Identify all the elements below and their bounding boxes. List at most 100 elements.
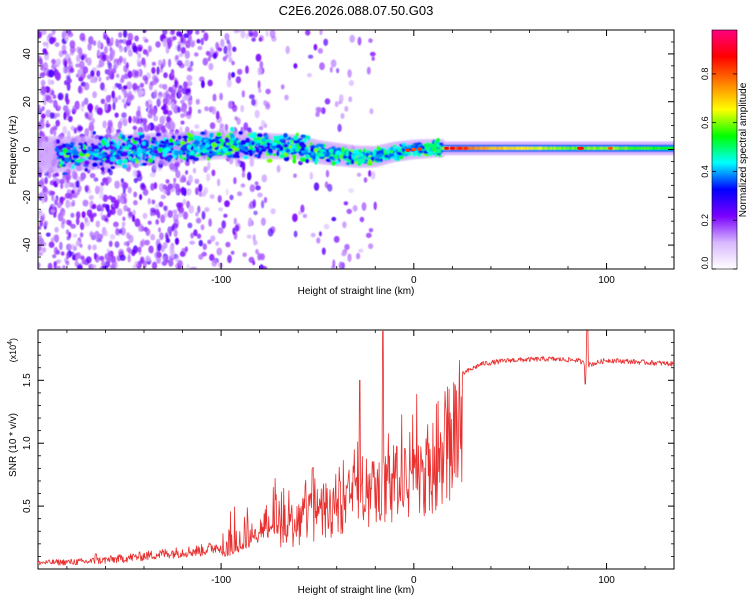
heatmap-cell [336,147,342,151]
heatmap-cell [216,132,222,137]
heatmap-cell [79,60,85,70]
heatmap-cell [186,153,190,159]
heatmap-cell [117,120,123,130]
heatmap-cell [162,30,168,36]
heatmap-cell [111,90,115,99]
heatmap-cell [98,185,104,193]
heatmap-cell [559,146,562,150]
heatmap-cell [280,84,285,90]
heatmap-cell [361,202,367,211]
heatmap-cell [277,135,284,140]
heatmap-cell [356,252,361,260]
heatmap-cell [62,172,68,176]
heatmap-cell [65,199,71,209]
heatmap-cell [248,152,253,157]
heatmap-cell [139,82,145,88]
heatmap-cell [233,217,237,225]
heatmap-cell [142,30,147,33]
heatmap-cell [310,152,315,156]
heatmap-cell [84,184,90,192]
heatmap-cell [107,62,113,70]
heatmap-cell [633,146,636,150]
heatmap-cell [470,146,472,150]
heatmap-cell [648,146,651,150]
heatmap-cell [101,203,108,208]
heatmap-cell [184,59,190,67]
y-tick-label: 20 [22,96,33,108]
heatmap-cell [165,234,169,243]
heatmap-cell [129,153,134,158]
svg-text:(x104): (x104) [7,338,18,362]
heatmap-cell [132,169,138,178]
heatmap-cell [256,140,262,143]
heatmap-cell [75,73,80,78]
heatmap-cell [229,145,236,149]
heatmap-cell [602,146,605,150]
heatmap-cell [292,213,298,222]
heatmap-cell [95,220,101,228]
spectrogram-axes: -100 0 100 -40 -20 0 20 40 [22,29,674,286]
heatmap-cell [298,141,305,147]
heatmap-cell [137,226,142,232]
heatmap-cell [134,35,139,42]
heatmap-cell [222,56,227,62]
heatmap-cell [300,145,306,149]
heatmap-cell [140,256,145,264]
heatmap-cell [516,146,519,150]
heatmap-cell [177,40,182,50]
heatmap-cell [139,90,146,95]
heatmap-cell [179,99,185,104]
heatmap-cell [435,138,441,143]
y-tick-label: 40 [22,48,33,60]
heatmap-cell [178,92,182,98]
heatmap-cell [425,147,430,151]
heatmap-cell [47,78,52,86]
heatmap-cell [357,36,362,46]
heatmap-cell [202,57,209,66]
heatmap-cell [474,146,477,150]
heatmap-cell [110,165,116,170]
heatmap-cell [159,140,166,144]
heatmap-cell [104,159,111,164]
heatmap-cell [98,204,102,210]
heatmap-cell [230,137,237,141]
heatmap-cell [252,199,256,208]
heatmap-cell [417,147,422,151]
heatmap-cell [92,244,97,251]
heatmap-cell [169,162,175,170]
heatmap-cell [196,38,201,44]
heatmap-cell [102,137,107,142]
heatmap-cell [68,78,72,83]
heatmap-cell [92,156,99,161]
heatmap-cell [195,211,199,217]
heatmap-cell [173,177,177,183]
heatmap-cell [187,80,192,85]
heatmap-cell [322,151,327,155]
heatmap-cell [116,149,122,155]
heatmap-cell [201,148,207,154]
heatmap-cell [305,30,311,36]
heatmap-cell [40,132,45,137]
heatmap-cell [91,117,95,124]
heatmap-cell [195,30,200,35]
heatmap-cell [185,90,191,96]
heatmap-cell [68,231,72,239]
heatmap-cell [211,169,216,177]
heatmap-cell [198,239,203,247]
heatmap-cell [247,171,252,181]
heatmap-cell [375,158,382,162]
heatmap-cell [336,68,340,74]
heatmap-cell [142,146,148,150]
heatmap-cell [180,34,184,44]
heatmap-cell [257,80,261,89]
heatmap-cell [48,241,55,248]
heatmap-cell [152,209,156,217]
heatmap-cell [75,240,81,247]
heatmap-cell [145,142,150,148]
heatmap-cell [392,144,397,148]
heatmap-cell [324,98,331,105]
heatmap-cell [121,74,125,84]
heatmap-cell [94,149,99,154]
heatmap-cell [41,247,47,253]
heatmap-cell [88,116,92,121]
